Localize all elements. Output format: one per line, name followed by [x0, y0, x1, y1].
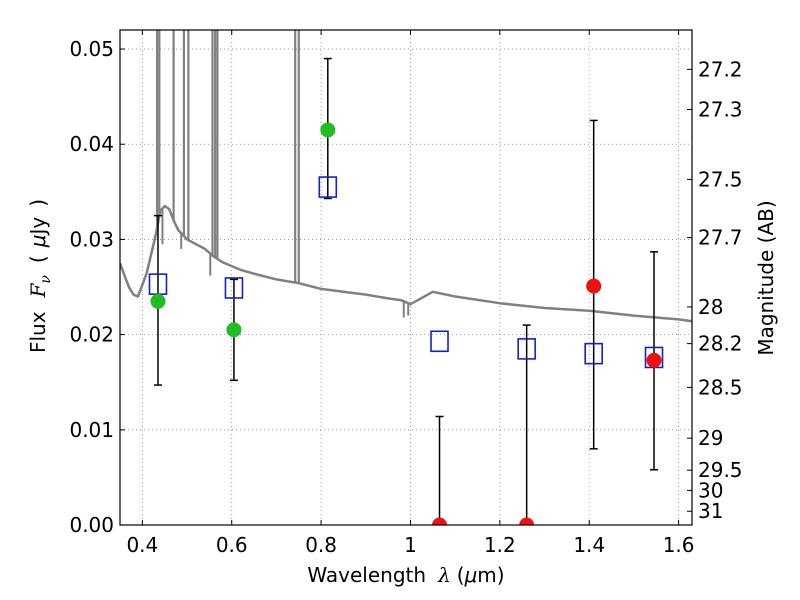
y-label-close: ): [26, 199, 50, 207]
model-photometry-square: [517, 338, 536, 360]
model-spectrum-line: [120, 204, 692, 323]
y-label-nu: ν: [38, 275, 54, 284]
y2-tick-label: 27.3: [698, 97, 743, 121]
y-tick-label: 0.02: [69, 323, 114, 347]
x-label-lambda: λ: [437, 563, 451, 587]
x-tick-label: 0.8: [305, 533, 337, 557]
observed-point-green: [226, 322, 242, 338]
y-tick-label: 0.01: [69, 418, 114, 442]
observed-point-green: [150, 293, 166, 309]
x-tick-label: 1.6: [663, 533, 695, 557]
x-label-mu: μ: [464, 563, 478, 587]
observed-point-red: [519, 517, 535, 525]
y2-tick-label: 31: [698, 499, 723, 523]
y-tick-label: 0.05: [69, 37, 114, 61]
y-label-word: Flux: [26, 311, 50, 353]
y2-tick-label: 28.5: [698, 375, 743, 399]
model-photometry-square: [318, 176, 338, 198]
y2-tick-label: 27.2: [698, 57, 743, 81]
y2-tick-label: 27.5: [698, 167, 743, 191]
x-tick-label: 1.4: [573, 533, 605, 557]
y-label-open: (: [26, 255, 50, 263]
y2-tick-label: 29.5: [698, 458, 743, 482]
observed-point-green: [320, 122, 336, 138]
plot-frame: [119, 29, 693, 526]
y-label-f: F: [26, 282, 50, 298]
y2-tick-label: 30: [698, 478, 723, 502]
model-photometry-square: [584, 342, 603, 365]
y-label-mu: μ: [26, 235, 50, 249]
y2-tick-label: 28: [698, 295, 723, 319]
y-tick-label: 0.00: [69, 513, 114, 537]
x-tick-label: 1: [404, 533, 417, 557]
model-photometry-square: [430, 330, 449, 353]
observed-point-red: [646, 352, 662, 368]
y2-tick-label: 29: [698, 426, 723, 450]
y-axis-title: Flux Fν ( μJy): [26, 199, 54, 353]
y2-axis-title: Magnitude (AB): [754, 200, 778, 355]
x-label-word: Wavelength: [307, 563, 426, 587]
y2-tick-label: 28.2: [698, 332, 743, 356]
x-label-unit: m): [477, 563, 504, 587]
y2-tick-label: 27.7: [698, 226, 743, 250]
model-photometry-square: [224, 277, 244, 299]
x-label-open: (: [457, 563, 465, 587]
grid-lines: [120, 30, 692, 526]
y-tick-label: 0.03: [69, 227, 114, 251]
y-tick-label: 0.04: [69, 132, 114, 156]
x-tick-label: 0.6: [216, 533, 248, 557]
axis-ticks: 0.4 0.6 0.8 1 1.2 1.4 1.6 0.00 0.01 0.02 0.03 0.04 0…: [69, 30, 743, 557]
plot-area: [120, 30, 692, 525]
observed-point-red: [432, 517, 448, 525]
y-label-unit: Jy: [26, 217, 50, 237]
x-axis-title: Wavelength λ (μm): [307, 563, 504, 587]
x-tick-label: 1.2: [484, 533, 516, 557]
observed-point-red: [586, 278, 602, 294]
x-tick-label: 0.4: [126, 533, 158, 557]
